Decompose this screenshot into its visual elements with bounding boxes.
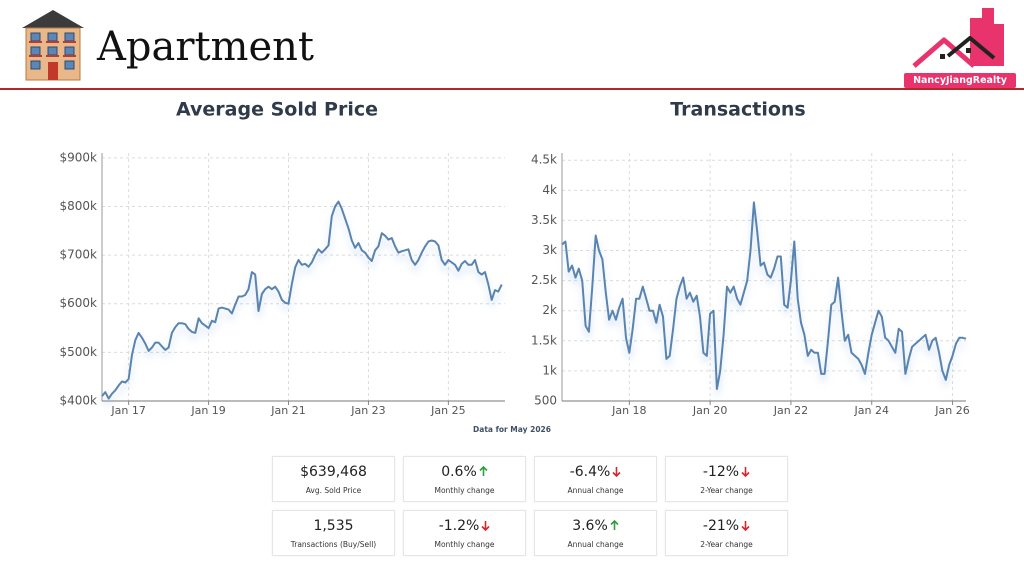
stat-card: -6.4% Annual change [534, 456, 657, 502]
stat-value-text: -21% [702, 518, 740, 534]
stat-card: 3.6% Annual change [534, 510, 657, 556]
stat-label: Monthly change [434, 486, 495, 495]
x-tick-label: Jan 19 [190, 404, 225, 417]
stat-value: 0.6% [404, 464, 525, 480]
x-tick-label: Jan 17 [110, 404, 145, 417]
stat-card: -12% 2-Year change [665, 456, 788, 502]
data-line [101, 200, 503, 400]
stat-label: Monthly change [434, 540, 495, 549]
x-tick-label: Jan 23 [350, 404, 385, 417]
stat-value-text: $639,468 [300, 464, 367, 480]
x-tick-label: Jan 25 [430, 404, 465, 417]
x-tick-label: Jan 26 [934, 404, 969, 417]
trend-arrow-down [481, 521, 490, 531]
y-tick-label: 1.5k [531, 333, 557, 347]
y-tick-label: $500k [60, 345, 98, 359]
y-tick-label: 1k [542, 363, 557, 377]
x-tick-label: Jan 20 [692, 404, 727, 417]
stat-value-text: -1.2% [438, 518, 480, 534]
stat-value: 3.6% [535, 518, 656, 534]
stat-value-text: -6.4% [569, 464, 611, 480]
header-rule [0, 88, 1024, 90]
stat-label: 2-Year change [700, 486, 753, 495]
stat-card: $639,468 Avg. Sold Price [272, 456, 395, 502]
trend-arrow-up [610, 520, 619, 530]
data-line [561, 201, 967, 390]
x-tick-label: Jan 18 [611, 404, 646, 417]
y-tick-label: $600k [60, 296, 98, 310]
y-tick-label: 2k [542, 303, 557, 317]
stat-card: 0.6% Monthly change [403, 456, 526, 502]
page-title: Apartment [97, 24, 314, 70]
y-tick-label: 4k [542, 183, 557, 197]
brand-logo [912, 8, 1004, 68]
stat-label: Annual change [567, 540, 624, 549]
stat-value: -6.4% [535, 464, 656, 480]
chart-title: Average Sold Price [176, 99, 378, 121]
y-tick-label: 3k [542, 243, 557, 257]
stat-label: Avg. Sold Price [305, 486, 362, 495]
stat-value-text: 0.6% [441, 464, 477, 480]
trend-arrow-down [741, 467, 750, 477]
building-icon [22, 10, 84, 81]
y-tick-label: $800k [60, 199, 98, 213]
y-tick-label: 2.5k [531, 273, 557, 287]
x-tick-label: Jan 24 [854, 404, 889, 417]
trend-arrow-down [612, 467, 621, 477]
y-tick-label: 4.5k [531, 153, 557, 167]
stat-card: 1,535 Transactions (Buy/Sell) [272, 510, 395, 556]
stat-value: 1,535 [273, 518, 394, 534]
y-tick-label: $700k [60, 248, 98, 262]
y-tick-label: 3.5k [531, 213, 557, 227]
stat-value-text: 1,535 [313, 518, 354, 534]
stat-label: Annual change [567, 486, 624, 495]
y-tick-label: $400k [60, 394, 98, 408]
x-tick-label: Jan 21 [270, 404, 305, 417]
stat-label: 2-Year change [700, 540, 753, 549]
y-tick-label: $900k [60, 150, 98, 164]
brand-name: NancyJiangRealty [904, 73, 1016, 88]
charts: Average Sold Price $400k $500k $600k $700k $8… [60, 99, 970, 418]
stat-value: -1.2% [404, 518, 525, 534]
stat-value: -21% [666, 518, 787, 534]
data-note: Data for May 2026 [473, 425, 551, 434]
chart-title: Transactions [670, 99, 805, 121]
stat-value: -12% [666, 464, 787, 480]
stat-card: -21% 2-Year change [665, 510, 788, 556]
stat-card: -1.2% Monthly change [403, 510, 526, 556]
stat-value: $639,468 [273, 464, 394, 480]
x-tick-label: Jan 22 [773, 404, 808, 417]
trend-arrow-up [479, 466, 488, 476]
stat-value-text: 3.6% [572, 518, 608, 534]
trend-arrow-down [741, 521, 750, 531]
stat-label: Transactions (Buy/Sell) [290, 540, 377, 549]
stat-value-text: -12% [702, 464, 740, 480]
y-tick-label: 500 [534, 394, 557, 408]
